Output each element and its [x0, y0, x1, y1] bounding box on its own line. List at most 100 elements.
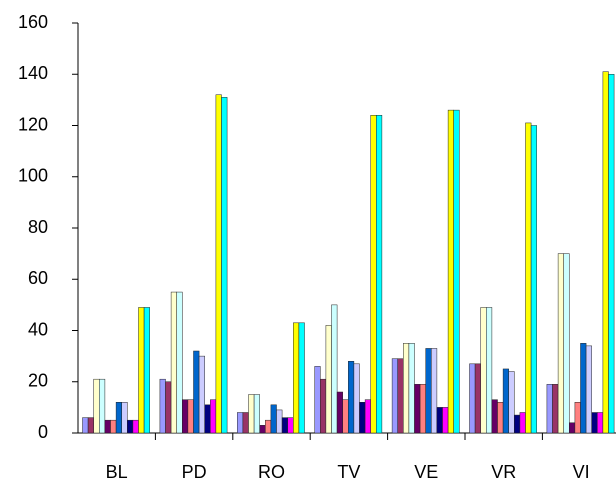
bar: [376, 115, 383, 434]
bar: [530, 125, 537, 434]
bar: [408, 343, 415, 434]
bar: [110, 419, 117, 434]
y-tick-label: 0: [38, 422, 48, 442]
bar: [480, 307, 487, 434]
y-tick-label: 160: [18, 12, 48, 32]
bar: [453, 109, 460, 434]
bar: [132, 419, 139, 434]
x-tick-label: TV: [337, 462, 360, 482]
bar: [563, 253, 570, 434]
bar: [99, 378, 106, 434]
bar: [293, 322, 300, 434]
bar: [138, 307, 145, 434]
bar: [93, 378, 100, 434]
x-tick-label: VI: [573, 462, 590, 482]
x-tick-label: PD: [182, 462, 207, 482]
bar: [608, 74, 615, 434]
bar: [170, 291, 177, 434]
x-tick-label: VR: [491, 462, 516, 482]
bar: [585, 345, 592, 434]
bar: [143, 307, 150, 434]
bar: [508, 371, 515, 434]
bar: [514, 414, 521, 434]
bar: [259, 425, 266, 434]
bar: [127, 419, 134, 434]
bar: [265, 419, 272, 434]
bar: [525, 122, 532, 434]
bar: [253, 394, 260, 434]
bar: [557, 253, 564, 434]
bar: [348, 361, 355, 434]
bar: [281, 417, 288, 434]
bar: [336, 391, 343, 434]
y-tick-label: 140: [18, 63, 48, 83]
bar: [325, 325, 332, 434]
x-tick-label: RO: [258, 462, 285, 482]
bar: [397, 358, 404, 434]
bar: [497, 402, 504, 434]
bar: [215, 94, 222, 434]
bar: [602, 71, 609, 434]
bar: [574, 402, 581, 434]
bar: [298, 322, 305, 434]
bar: [287, 417, 294, 434]
bar: [242, 412, 249, 434]
y-tick-label: 100: [18, 166, 48, 186]
bar: [82, 417, 89, 434]
bar: [176, 291, 183, 434]
bar: [359, 402, 366, 434]
bar: [342, 399, 349, 434]
bar: [414, 384, 421, 434]
bar: [314, 366, 321, 434]
y-tick-label: 120: [18, 114, 48, 134]
bar: [276, 409, 283, 434]
bar: [447, 109, 454, 434]
bar: [425, 348, 432, 434]
y-tick-label: 40: [28, 319, 48, 339]
bar: [198, 355, 205, 434]
bar: [237, 412, 244, 434]
bar: [193, 350, 200, 434]
bar: [182, 399, 189, 434]
bar: [391, 358, 398, 434]
bar: [204, 404, 211, 434]
y-tick-label: 60: [28, 268, 48, 288]
bar: [519, 412, 526, 434]
y-tick-label: 80: [28, 217, 48, 237]
bar: [552, 384, 559, 434]
bar: [474, 363, 481, 434]
bar: [442, 407, 449, 434]
bar: [159, 378, 166, 434]
bar: [104, 419, 111, 434]
bar: [431, 348, 438, 434]
bar: [486, 307, 493, 434]
bar: [165, 381, 172, 434]
bar: [502, 368, 509, 434]
bar: [569, 422, 576, 434]
bar: [87, 417, 94, 434]
bar: [187, 399, 194, 434]
bar: [580, 343, 587, 434]
bar: [248, 394, 255, 434]
bar: [403, 343, 410, 434]
bar: [491, 399, 498, 434]
bar: [546, 384, 553, 434]
bar: [436, 407, 443, 434]
bar: [320, 378, 327, 434]
bar: [353, 363, 360, 434]
bar: [419, 384, 426, 434]
bar: [210, 399, 217, 434]
x-tick-label: BL: [106, 462, 128, 482]
bar: [331, 304, 338, 434]
y-tick-label: 20: [28, 371, 48, 391]
bar: [115, 402, 122, 434]
bar: [270, 404, 277, 434]
bar: [121, 402, 128, 434]
bar: [364, 399, 371, 434]
bar: [469, 363, 476, 434]
bar: [370, 115, 377, 434]
x-tick-label: VE: [414, 462, 438, 482]
bar: [597, 412, 604, 434]
bar: [591, 412, 598, 434]
